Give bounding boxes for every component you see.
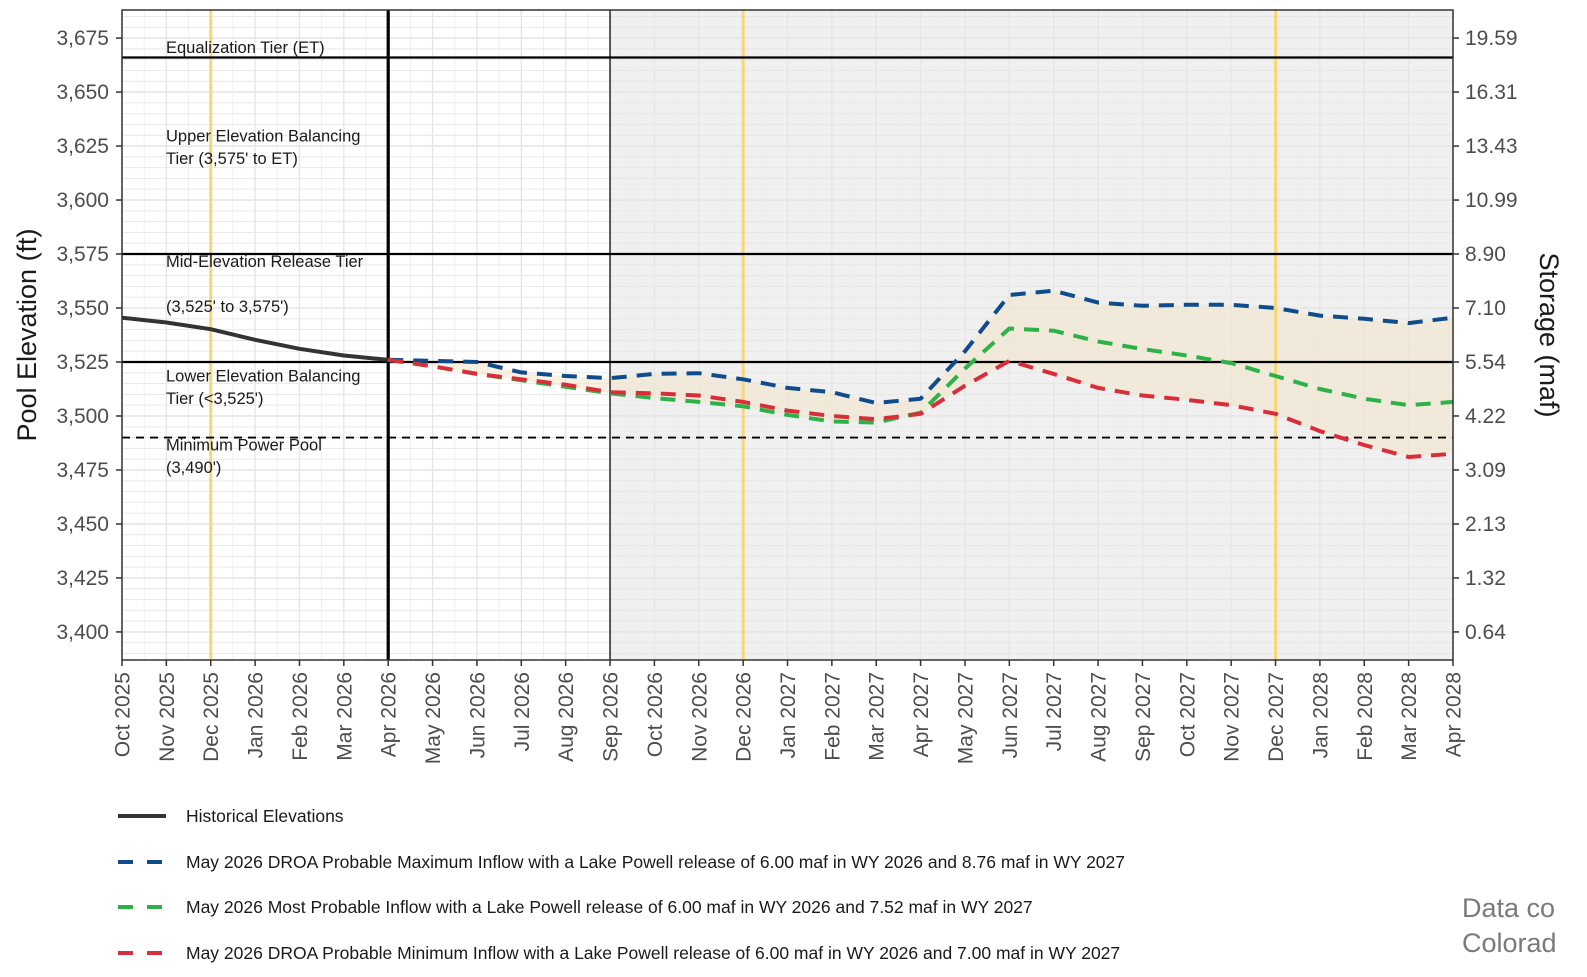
- x-tick-label: Dec 2025: [200, 672, 223, 762]
- legend-label-1: May 2026 DROA Probable Maximum Inflow wi…: [186, 852, 1125, 872]
- y-right-tick-label: 3.09: [1465, 459, 1506, 482]
- x-tick-label: Jan 2028: [1309, 672, 1332, 758]
- x-tick-label: Aug 2027: [1088, 672, 1111, 762]
- tier-label-4-line-1: (3,490'): [166, 459, 221, 477]
- projection-range-band: [388, 290, 1454, 458]
- tier-label-4-line-0: Minimum Power Pool: [166, 437, 322, 455]
- tier-label-0-line-0: Equalization Tier (ET): [166, 39, 325, 57]
- y-axis-left-title: Pool Elevation (ft): [12, 228, 42, 441]
- x-tick-label: Dec 2027: [1265, 672, 1288, 762]
- tier-label-3-line-1: Tier (<3,525'): [166, 390, 263, 408]
- y-right-tick-label: 7.10: [1465, 297, 1506, 320]
- y-right-tick-label: 8.90: [1465, 243, 1506, 266]
- x-tick-label: Mar 2027: [866, 672, 889, 761]
- y-right-tick-label: 19.59: [1465, 27, 1518, 50]
- y-left-tick-label: 3,600: [56, 189, 109, 212]
- series-line-3: [387, 357, 1454, 459]
- x-tick-label: Jun 2026: [466, 672, 489, 758]
- tier-lines: [122, 56, 1453, 439]
- y-left-tick-label: 3,400: [56, 621, 109, 644]
- x-tick-label: Apr 2027: [910, 672, 933, 757]
- y-left-tick-label: 3,475: [56, 459, 109, 482]
- x-tick-label: Jan 2027: [777, 672, 800, 758]
- y-left-tick-label: 3,650: [56, 81, 109, 104]
- legend-label-0: Historical Elevations: [186, 806, 344, 826]
- x-tick-label: Feb 2028: [1354, 672, 1377, 761]
- tier-label-1-line-1: Tier (3,575' to ET): [166, 150, 298, 168]
- x-tick-label: Nov 2027: [1221, 672, 1244, 762]
- y-right-tick-label: 5.54: [1465, 351, 1506, 374]
- vertical-reference-lines: [209, 10, 1278, 660]
- x-tick-label: Dec 2026: [733, 672, 756, 762]
- x-tick-label: Jun 2027: [999, 672, 1022, 758]
- y-right-tick-label: 1.32: [1465, 567, 1506, 590]
- series-lines: [121, 288, 1454, 459]
- projection-range-band-shape: [388, 290, 1454, 458]
- x-tick-label: Jan 2026: [245, 672, 268, 758]
- x-tick-label: Nov 2025: [156, 672, 179, 762]
- tier-labels: Equalization Tier (ET) Upper Elevation Ba…: [166, 39, 364, 477]
- y-left-tick-label: 3,550: [56, 297, 109, 320]
- x-tick-label: Apr 2026: [378, 672, 401, 757]
- y-left-tick-label: 3,425: [56, 567, 109, 590]
- tier-label-3-line-0: Lower Elevation Balancing: [166, 367, 360, 385]
- y-right-tick-label: 10.99: [1465, 189, 1518, 212]
- x-tick-label: Feb 2027: [821, 672, 844, 761]
- y-left-tick-label: 3,450: [56, 513, 109, 536]
- series-line-0: [121, 315, 389, 362]
- x-tick-label: Mar 2028: [1398, 672, 1421, 761]
- legend-label-2: May 2026 Most Probable Inflow with a Lak…: [186, 897, 1033, 917]
- legend-label-3: May 2026 DROA Probable Minimum Inflow wi…: [186, 943, 1120, 963]
- source-note-line-2: Colorad: [1462, 928, 1557, 958]
- x-tick-label: Nov 2026: [688, 672, 711, 762]
- y-axis-left: 3,400 3,425 3,450 3,475 3,500 3,525 3,550 3,575…: [56, 27, 122, 644]
- y-left-tick-label: 3,525: [56, 351, 109, 374]
- y-right-tick-label: 4.22: [1465, 405, 1506, 428]
- y-right-tick-label: 2.13: [1465, 513, 1506, 536]
- x-axis: Oct 2025 Nov 2025 Dec 2025 Jan 2026 Feb 2026…: [112, 660, 1466, 764]
- y-right-tick-label: 13.43: [1465, 135, 1518, 158]
- x-tick-label: Jul 2026: [511, 672, 534, 751]
- y-axis-right: 0.64 1.32 2.13 3.09 4.22 5.54 7.10 8.90 10.99 13.…: [1453, 27, 1518, 644]
- x-tick-label: Aug 2026: [555, 672, 578, 762]
- x-tick-label: Oct 2027: [1176, 672, 1199, 757]
- x-tick-label: Feb 2026: [289, 672, 312, 761]
- y-left-tick-label: 3,625: [56, 135, 109, 158]
- series-line-1: [388, 288, 1454, 405]
- y-left-tick-label: 3,675: [56, 27, 109, 50]
- y-axis-right-title: Storage (maf): [1534, 252, 1564, 417]
- y-right-tick-label: 16.31: [1465, 81, 1518, 104]
- tier-label-2-line-0: Mid-Elevation Release Tier: [166, 253, 364, 271]
- x-tick-label: Oct 2026: [644, 672, 667, 757]
- x-tick-label: Apr 2028: [1443, 672, 1466, 757]
- legend: Historical Elevations May 2026 DROA Proba…: [118, 806, 1125, 963]
- y-right-tick-label: 0.64: [1465, 621, 1506, 644]
- x-tick-label: Jul 2027: [1043, 672, 1066, 751]
- y-left-tick-label: 3,575: [56, 243, 109, 266]
- source-note-line-1: Data co: [1462, 893, 1555, 923]
- x-tick-label: May 2027: [954, 672, 977, 764]
- x-tick-label: May 2026: [422, 672, 445, 764]
- y-left-tick-label: 3,500: [56, 405, 109, 428]
- x-tick-label: Mar 2026: [333, 672, 356, 761]
- x-tick-label: Sep 2027: [1132, 672, 1155, 762]
- x-tick-label: Sep 2026: [600, 672, 623, 762]
- x-tick-label: Oct 2025: [112, 672, 135, 757]
- tier-label-1-line-0: Upper Elevation Balancing: [166, 128, 360, 146]
- tier-label-2-line-2: (3,525' to 3,575'): [166, 298, 289, 316]
